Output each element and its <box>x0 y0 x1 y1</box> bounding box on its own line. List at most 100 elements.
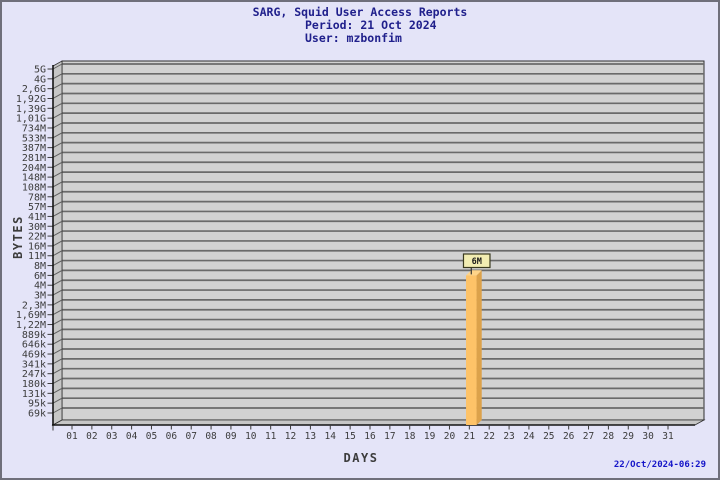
y-tick-label: 4M <box>34 281 46 292</box>
x-tick-label: 31 <box>662 431 674 442</box>
y-tick-label: 2,6G <box>22 84 46 95</box>
x-tick-label: 10 <box>245 431 257 442</box>
chart-title: SARG, Squid User Access Reports <box>252 5 468 19</box>
y-tick-label: 78M <box>28 192 46 203</box>
gridline-stub <box>52 378 63 384</box>
y-tick-label: 30M <box>28 222 46 233</box>
gridline-stub <box>52 328 63 335</box>
gridline-stub <box>52 122 63 129</box>
y-tick-label: 41M <box>28 212 46 223</box>
gridline-stub <box>52 201 63 208</box>
gridline-stub <box>52 407 63 414</box>
bar-value-label: 6M <box>472 257 482 267</box>
gridline-stub <box>52 387 63 394</box>
y-axis-title: BYTES <box>11 215 25 259</box>
y-tick-label: 16M <box>28 241 46 252</box>
gridline-stub <box>52 250 63 257</box>
y-tick-label: 131k <box>22 389 46 400</box>
y-tick-label: 69k <box>28 409 46 420</box>
gridline-stub <box>52 348 63 355</box>
y-tick-label: 889k <box>22 330 46 341</box>
x-tick-label: 07 <box>185 431 196 442</box>
gridline-stub <box>52 279 63 286</box>
x-tick-label: 09 <box>225 431 237 442</box>
x-tick-label: 18 <box>404 431 416 442</box>
gridline-stub <box>52 142 63 149</box>
bar-value-box <box>462 253 491 269</box>
y-tick-label: 8M <box>34 261 46 272</box>
x-tick-label: 02 <box>86 431 97 442</box>
gridline-stub <box>52 299 63 306</box>
gridline-stub <box>52 220 63 227</box>
x-tick-label: 30 <box>642 431 654 442</box>
y-tick-label: 1,92G <box>16 94 46 105</box>
gridline-stub <box>52 210 63 217</box>
y-tick-label: 108M <box>22 182 46 193</box>
y-tick-label: 3M <box>34 291 46 302</box>
x-tick-label: 24 <box>523 431 535 442</box>
gridline-stub <box>52 63 63 70</box>
y-tick-label: 1,69M <box>16 310 46 321</box>
gridline-stub <box>52 260 63 267</box>
gridline-stub <box>52 368 63 375</box>
y-tick-label: 5G <box>34 65 46 76</box>
gridline-stub <box>52 132 63 139</box>
y-tick-label: 387M <box>22 143 46 154</box>
x-tick-label: 22 <box>483 431 494 442</box>
bar-day-21 <box>466 275 477 425</box>
x-tick-label: 20 <box>444 431 456 442</box>
y-tick-label: 204M <box>22 163 46 174</box>
gridline-stub <box>52 230 63 237</box>
x-tick-label: 27 <box>583 431 594 442</box>
gridline-stub <box>52 73 63 80</box>
x-tick-label: 08 <box>205 431 217 442</box>
x-tick-label: 13 <box>305 431 316 442</box>
y-tick-label: 247k <box>22 369 46 380</box>
gridline-stub <box>52 240 63 247</box>
x-tick-label: 21 <box>464 431 476 442</box>
gridline-stub <box>52 397 63 404</box>
y-tick-label: 4G <box>34 74 46 85</box>
x-tick-label: 11 <box>265 431 277 442</box>
x-tick-label: 12 <box>285 431 296 442</box>
y-tick-label: 95k <box>28 399 46 410</box>
y-tick-label: 469k <box>22 350 46 361</box>
bar-top-day-21 <box>466 270 482 276</box>
report-timestamp: 22/Oct/2024-06:29 <box>613 460 706 470</box>
x-tick-label: 01 <box>66 431 78 442</box>
gridline-stub <box>52 102 63 109</box>
y-tick-label: 57M <box>28 202 46 213</box>
gridline-stub <box>52 191 63 198</box>
gridline-stub <box>52 152 63 158</box>
gridline-stub <box>52 93 63 99</box>
y-tick-label: 341k <box>22 359 46 370</box>
y-tick-label: 1,01G <box>16 114 46 125</box>
gridline-stub <box>52 171 63 178</box>
gridline-stub <box>52 181 63 188</box>
y-tick-label: 281M <box>22 153 46 164</box>
x-tick-label: 06 <box>166 431 178 442</box>
x-tick-label: 25 <box>543 431 554 442</box>
y-tick-label: 734M <box>22 123 46 134</box>
gridline-stub <box>52 358 63 365</box>
x-tick-label: 05 <box>146 431 157 442</box>
gridline-stub <box>52 112 63 119</box>
y-tick-label: 2,3M <box>22 300 46 311</box>
gridline-stub <box>52 269 63 276</box>
x-tick-label: 03 <box>106 431 117 442</box>
y-tick-label: 1,39G <box>16 104 46 115</box>
gridline-stub <box>52 309 63 316</box>
y-tick-label: 6M <box>34 271 46 282</box>
bar-side-day-21 <box>476 270 482 425</box>
x-tick-label: 17 <box>384 431 395 442</box>
x-tick-label: 29 <box>623 431 635 442</box>
gridline-stub <box>52 319 63 325</box>
x-tick-label: 14 <box>325 431 337 442</box>
chart-user: User: mzbonfim <box>305 31 402 45</box>
gridline-stub <box>52 289 63 296</box>
gridline-stub <box>52 161 63 168</box>
y-tick-label: 148M <box>22 173 46 184</box>
y-tick-label: 11M <box>28 251 46 262</box>
